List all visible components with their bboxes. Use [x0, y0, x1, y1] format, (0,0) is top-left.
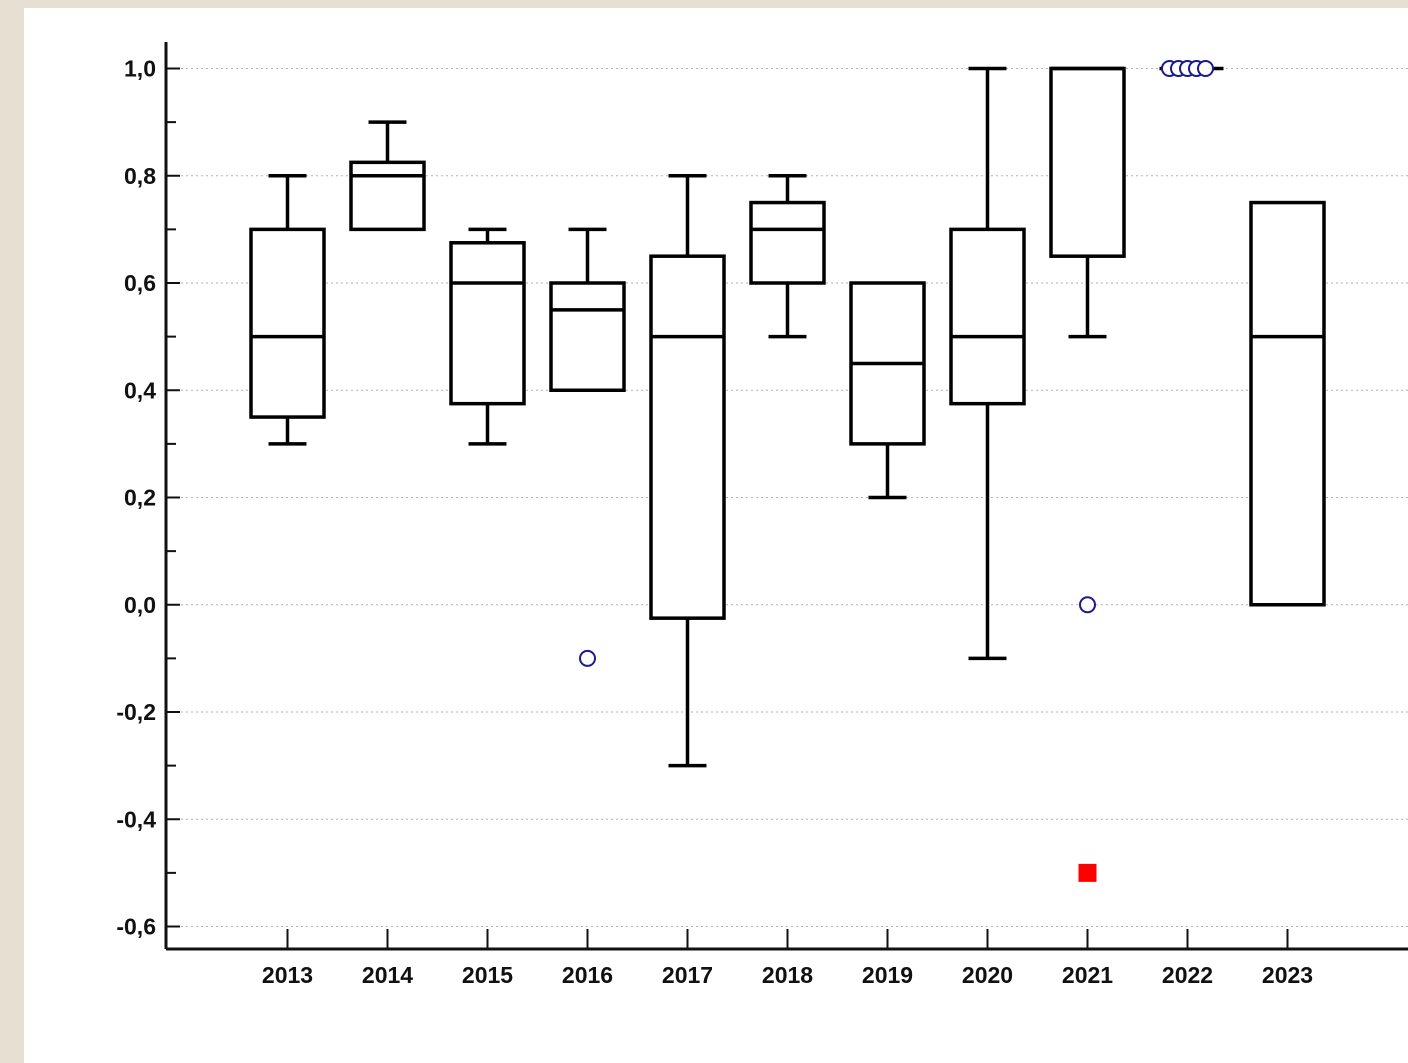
box-2013: [249, 174, 326, 446]
y-tick-label: 0,0: [124, 592, 156, 618]
outlier-point: [1079, 596, 1096, 614]
x-tick-label: 2019: [862, 962, 913, 988]
iqr-box: [349, 160, 426, 232]
x-tick-label: 2021: [1062, 962, 1113, 988]
x-tick-label: 2015: [462, 962, 513, 988]
x-tick-label: 2016: [562, 962, 613, 988]
y-tick-label: 0,2: [124, 485, 156, 511]
chart-panel: 1,0 0,8 0,6 0,4 0,2 0,0 -0,2 -0,4 -0,6 2013 2014 2…: [24, 8, 1408, 1063]
y-tick-label: -0,2: [116, 699, 156, 725]
y-tick-label: -0,4: [116, 806, 156, 832]
y-tick-label: 0,6: [124, 270, 156, 296]
x-tick-label: 2013: [262, 962, 313, 988]
x-tick-label: 2018: [762, 962, 813, 988]
iqr-box: [949, 227, 1026, 406]
iqr-box: [1249, 200, 1326, 607]
box-2015: [449, 227, 526, 446]
box-2016: [549, 227, 626, 392]
outlier-point: [1197, 60, 1214, 77]
iqr-box: [749, 200, 826, 285]
x-tick-label: 2014: [362, 962, 413, 988]
box-2020: [949, 66, 1026, 661]
iqr-box: [1049, 66, 1126, 258]
box-2017: [649, 174, 726, 768]
box-series: [249, 66, 1326, 768]
box-2018: [749, 174, 826, 339]
x-axis-ticks: 2013 2014 2015 2016 2017 2018 2019 2020 2021 2022…: [262, 929, 1313, 988]
iqr-box: [549, 281, 626, 392]
y-tick-label: 0,8: [124, 163, 156, 189]
x-tick-label: 2022: [1162, 962, 1213, 988]
y-tick-label: -0,6: [116, 914, 156, 940]
box-2021: [1049, 66, 1126, 339]
x-tick-label: 2020: [962, 962, 1013, 988]
box-2014: [349, 120, 426, 232]
far-outlier-point: [1078, 863, 1097, 882]
outlier-markers: [579, 60, 1214, 882]
iqr-box: [649, 254, 726, 620]
x-tick-label: 2023: [1262, 962, 1313, 988]
x-tick-label: 2017: [662, 962, 713, 988]
box-2019: [849, 281, 926, 500]
y-tick-label: 1,0: [124, 56, 156, 82]
box-2023: [1249, 200, 1326, 607]
iqr-box: [449, 241, 526, 406]
outlier-point: [579, 649, 596, 667]
box-plot-chart: 1,00,80,60,40,20,0-0,2-0,4-0,6 2013 2014 2…: [116, 42, 1408, 988]
iqr-box: [249, 227, 326, 419]
y-axis-ticks: 1,0 0,8 0,6 0,4 0,2 0,0 -0,2 -0,4 -0,6: [116, 56, 180, 940]
y-tick-label: 0,4: [124, 377, 156, 403]
